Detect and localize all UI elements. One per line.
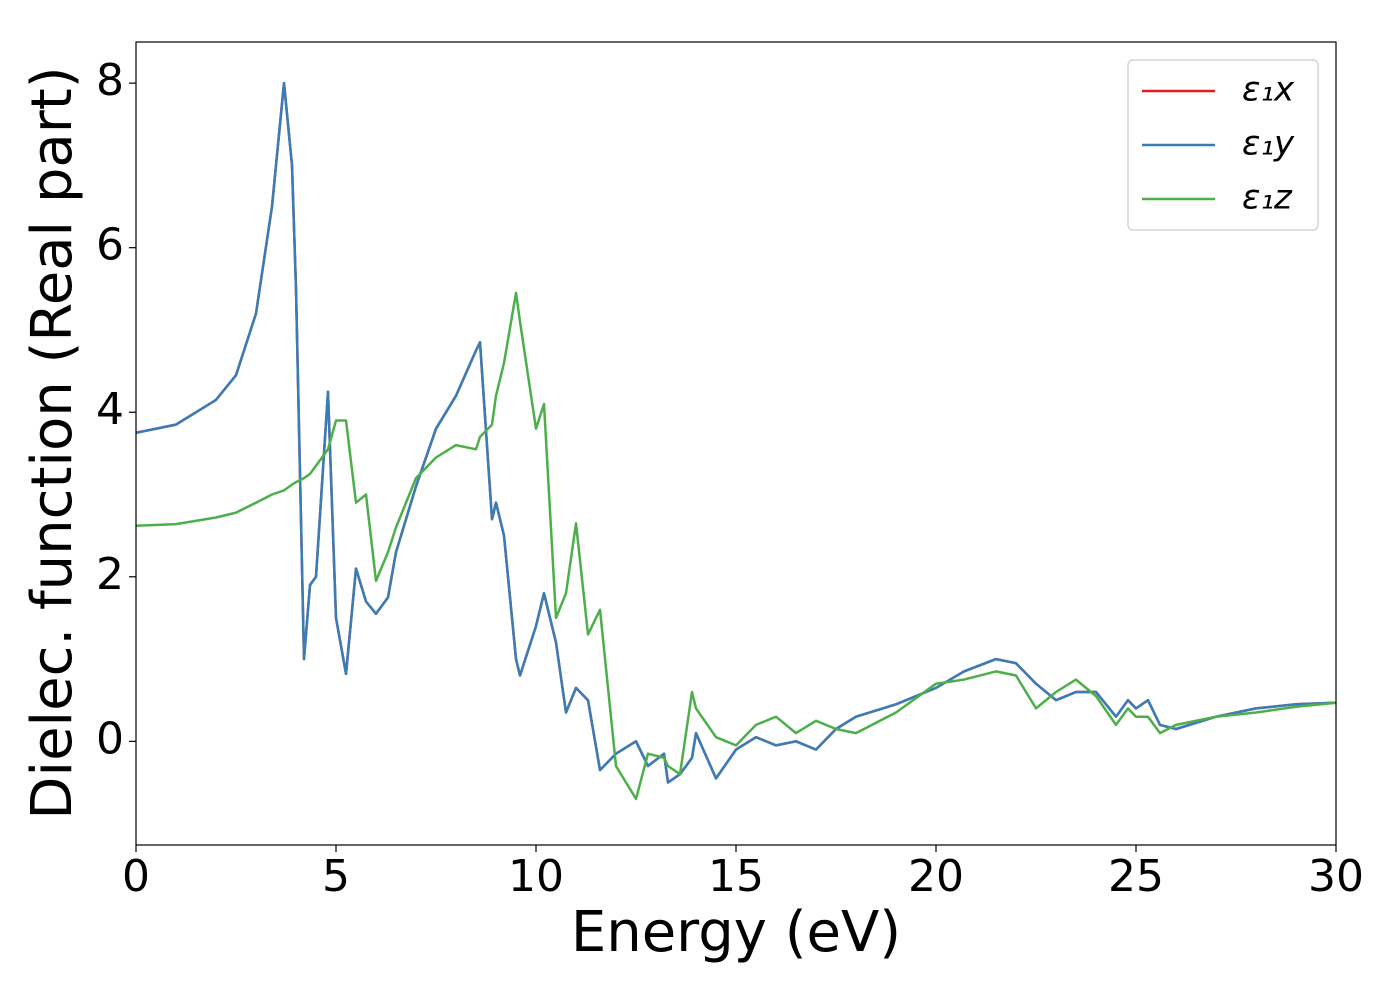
x-tick-label: 0	[122, 851, 150, 902]
legend-label: ε₁x	[1242, 70, 1295, 110]
x-tick-label: 15	[708, 851, 764, 902]
x-tick-label: 10	[508, 851, 564, 902]
y-tick-label: 4	[96, 384, 124, 435]
legend-label: ε₁y	[1242, 124, 1295, 164]
x-tick-label: 5	[322, 851, 350, 902]
y-tick-label: 2	[96, 549, 124, 600]
x-tick-label: 20	[908, 851, 964, 902]
x-axis-label: Energy (eV)	[571, 900, 901, 965]
plot-frame	[135, 41, 1337, 846]
y-tick-label: 6	[96, 220, 124, 271]
legend-label: ε₁z	[1242, 178, 1293, 218]
x-tick-label: 25	[1108, 851, 1164, 902]
y-tick-label: 8	[96, 55, 124, 106]
y-tick-label: 0	[96, 713, 124, 764]
series-line	[136, 291, 1336, 801]
series-line	[136, 81, 1336, 784]
y-axis-label: Dielec. function (Real part)	[20, 66, 85, 819]
x-tick-label: 30	[1308, 851, 1364, 902]
legend-box	[1127, 59, 1319, 231]
